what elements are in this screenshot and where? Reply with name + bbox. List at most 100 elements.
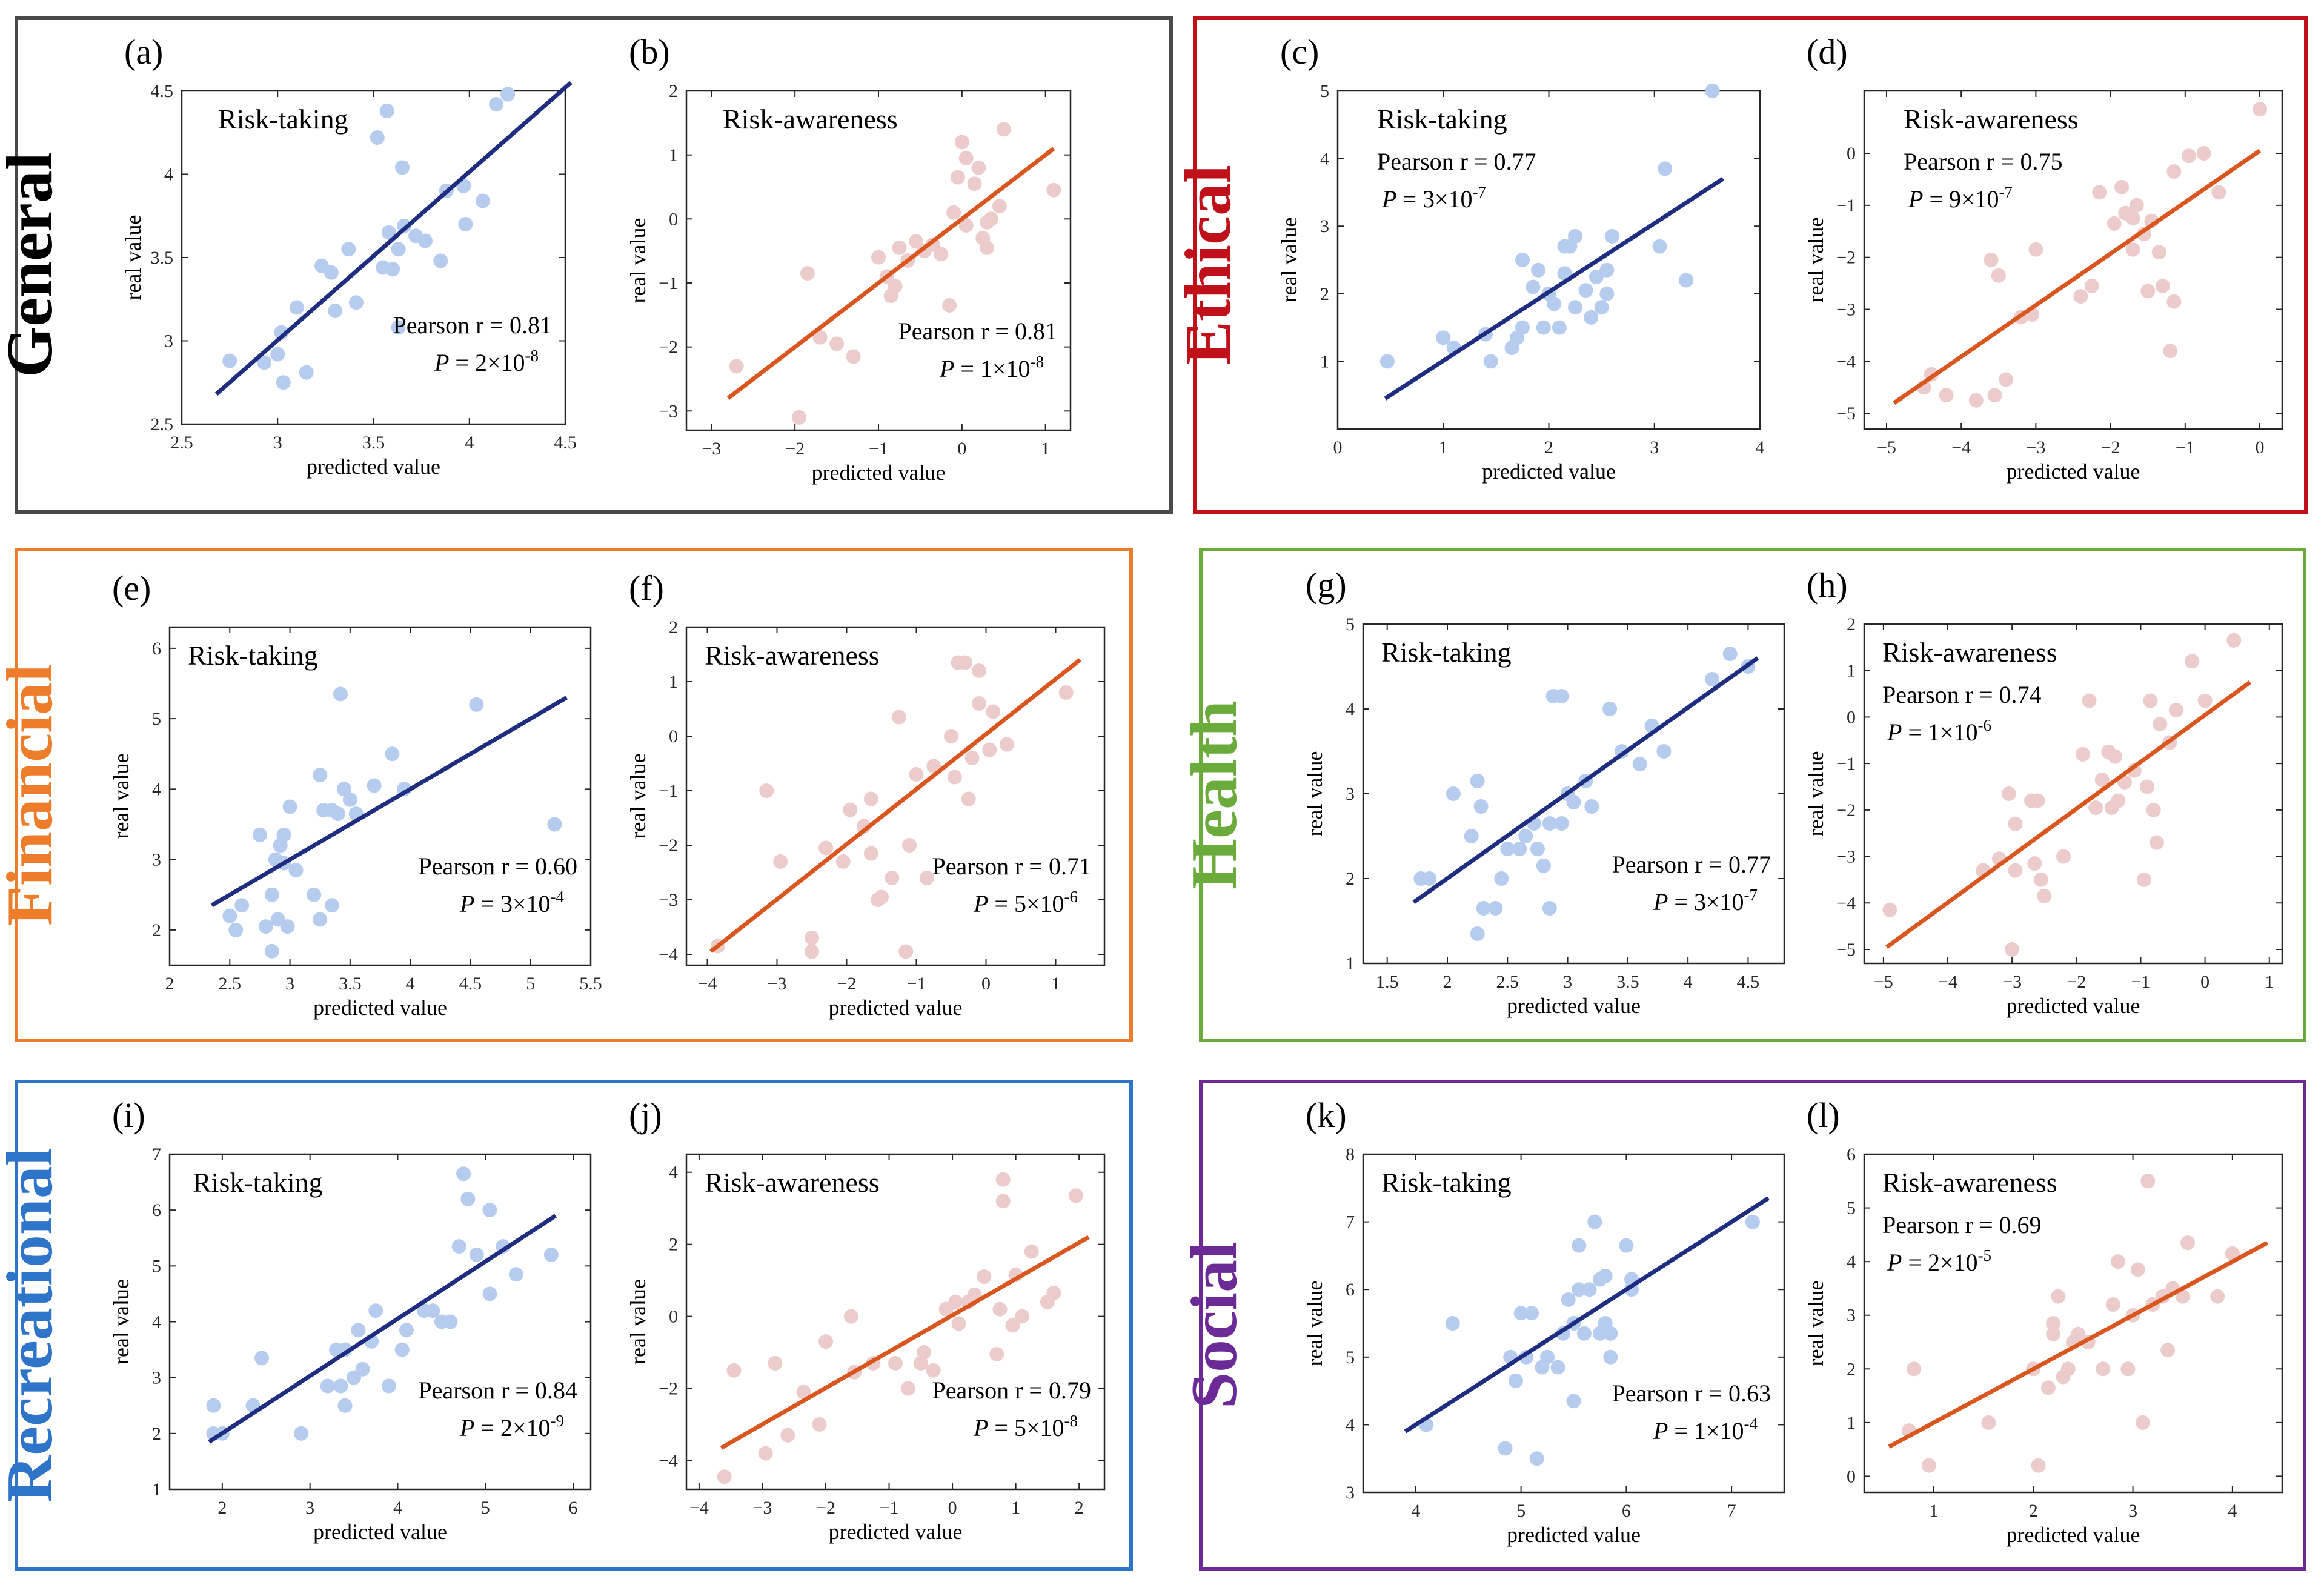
panel-l-data-point bbox=[2105, 1297, 2120, 1312]
panel-b-p-value: P = 1×10-8 bbox=[939, 353, 1044, 382]
panel-l-y-axis-label: real value bbox=[1804, 1281, 1828, 1366]
panel-i-p-equals: = bbox=[474, 1414, 500, 1441]
panel-l-data-point bbox=[2060, 1361, 2076, 1377]
panel-h-pearson-r: Pearson r = 0.74 bbox=[1882, 681, 2042, 708]
panel-i-y-tick-label: 6 bbox=[152, 1200, 161, 1220]
panel-j-data-point bbox=[758, 1446, 773, 1461]
panel-h-x-tick-label: 0 bbox=[2200, 972, 2209, 992]
panel-b-pearson-r: Pearson r = 0.81 bbox=[898, 317, 1057, 345]
panel-b-fit-line bbox=[726, 147, 1055, 400]
panel-a-pearson-prefix: Pearson r = bbox=[393, 311, 510, 339]
panel-l-x-tick-label: 3 bbox=[2128, 1501, 2137, 1521]
panel-c-data-point bbox=[1599, 262, 1615, 278]
panel-b-data-point bbox=[980, 240, 995, 255]
panel-h-data-point bbox=[2094, 772, 2110, 787]
panel-e-x-tick-label: 5.5 bbox=[579, 974, 602, 994]
panel-h-y-tick-label: 2 bbox=[1847, 614, 1856, 634]
panel-a-title: Risk-taking bbox=[218, 104, 348, 135]
panel-a-data-point bbox=[276, 375, 291, 390]
panel-k-data-point bbox=[1572, 1282, 1587, 1297]
domain-label-social: Social bbox=[1178, 1242, 1250, 1409]
panel-h-data-point bbox=[2111, 793, 2126, 808]
panel-a-chart: (a) 2.5 3 3.5 4 4.5 2.5 3 3.5 4 4.5 predicted value… bbox=[121, 32, 577, 479]
panel-k-x-tick-label: 7 bbox=[1727, 1501, 1736, 1521]
panel-b-y-axis-label: real value bbox=[626, 218, 650, 304]
panel-j-data-point bbox=[1015, 1309, 1030, 1324]
panel-c-title: Risk-taking bbox=[1377, 104, 1507, 135]
panel-d-data-point bbox=[2092, 185, 2107, 200]
panel-e-data-point bbox=[222, 908, 237, 923]
panel-f-data-point bbox=[902, 838, 917, 853]
panel-e-chart: (e) 2 2.5 3 3.5 4 4.5 5 5.5 2 3 4 5 6 predicted value r… bbox=[109, 568, 602, 1020]
panel-k-data-point bbox=[1513, 1306, 1529, 1321]
panel-i-data-point bbox=[399, 1323, 414, 1338]
panel-f-data-point bbox=[1000, 737, 1014, 752]
panel-f-pearson-r: Pearson r = 0.71 bbox=[932, 853, 1091, 880]
panel-b-letter: (b) bbox=[629, 32, 670, 71]
panel-h-chart: (h) −5 −4 −3 −2 −1 0 1 −5 −4 −3 −2 −1 0 1 2 predicted va… bbox=[1804, 565, 2283, 1018]
panel-a-x-tick-label: 4 bbox=[465, 433, 474, 453]
panel-j-p-symbol: P bbox=[973, 1414, 988, 1441]
panel-l-title: Risk-awareness bbox=[1882, 1167, 2057, 1198]
panel-l-y-tick-label: 3 bbox=[1847, 1306, 1856, 1326]
panel-i-data-point bbox=[351, 1323, 366, 1338]
panel-f-p-mantissa: 5 bbox=[1014, 890, 1026, 917]
panel-d-data-point bbox=[2166, 164, 2182, 179]
panel-h-y-tick-label: −3 bbox=[1836, 847, 1856, 867]
panel-i-y-tick-label: 5 bbox=[152, 1256, 161, 1276]
panel-k-p-equals: = bbox=[1668, 1417, 1694, 1444]
panel-e-x-tick-label: 5 bbox=[526, 974, 535, 994]
panel-i-data-point bbox=[482, 1203, 497, 1218]
panel-g-p-value: P = 3×10-7 bbox=[1653, 886, 1758, 916]
panel-c-p-value: P = 3×10-7 bbox=[1381, 183, 1486, 213]
panel-h-fit-line bbox=[1885, 680, 2251, 949]
panel-h-data-point bbox=[2027, 856, 2042, 871]
panel-d-data-point bbox=[1991, 268, 2006, 283]
panel-j-x-axis-label: predicted value bbox=[829, 1520, 963, 1544]
panel-f-p-equals: = bbox=[988, 890, 1014, 917]
panel-b-p-mantissa: 1 bbox=[980, 355, 992, 382]
panel-e-data-point bbox=[280, 919, 295, 934]
panel-l-data-point bbox=[1981, 1415, 1996, 1430]
panel-b-data-point bbox=[980, 214, 995, 230]
panel-d-data-point bbox=[2073, 289, 2088, 304]
panel-d-x-tick-label: −4 bbox=[1951, 437, 1971, 457]
panel-a-letter: (a) bbox=[124, 32, 163, 71]
panel-l-pearson-prefix: Pearson r = bbox=[1882, 1211, 1999, 1238]
domain-frame-ethical bbox=[1193, 16, 2308, 514]
panel-i-x-tick-label: 5 bbox=[481, 1498, 490, 1518]
panel-e-p-times-ten: ×10 bbox=[513, 890, 551, 917]
panel-j-data-point bbox=[995, 1172, 1011, 1187]
panel-c-data-point bbox=[1705, 84, 1720, 98]
panel-e-data-point bbox=[325, 898, 340, 913]
panel-l-data-point bbox=[2140, 1174, 2156, 1189]
panel-j-data-point bbox=[1024, 1244, 1039, 1259]
panel-j-y-tick-label: 2 bbox=[669, 1235, 678, 1255]
panel-f-x-axis-label: predicted value bbox=[829, 996, 963, 1020]
panel-g-x-tick-label: 2 bbox=[1443, 972, 1452, 992]
panel-e-data-point bbox=[252, 827, 267, 842]
panel-f-data-point bbox=[958, 655, 972, 670]
panel-i-data-point bbox=[543, 1247, 559, 1262]
panel-d-fit-line bbox=[1893, 148, 2262, 405]
panel-l-data-point bbox=[2096, 1361, 2111, 1377]
panel-h-x-tick-label: −4 bbox=[1938, 972, 1957, 992]
panel-g-letter: (g) bbox=[1306, 565, 1347, 605]
panel-j-x-tick-label: 2 bbox=[1075, 1498, 1084, 1518]
panel-j-chart: (j) −4 −3 −2 −1 0 1 2 −4 −2 0 2 4 predicted value real… bbox=[626, 1095, 1106, 1544]
panel-i-data-point bbox=[469, 1247, 484, 1262]
panel-h-y-tick-label: 0 bbox=[1847, 707, 1856, 727]
panel-i-data-point bbox=[206, 1398, 221, 1413]
panel-g-fit-line bbox=[1412, 656, 1759, 905]
panel-e-data-point bbox=[282, 799, 297, 814]
panel-b-data-point bbox=[971, 160, 986, 175]
panel-l-x-axis-label: predicted value bbox=[2007, 1523, 2140, 1547]
domain-label-ethical: Ethical bbox=[1172, 165, 1244, 365]
panel-f-y-tick-label: 1 bbox=[669, 672, 678, 692]
panel-g-p-exponent: -7 bbox=[1744, 886, 1758, 904]
panel-a-data-point bbox=[299, 365, 314, 380]
panel-b-data-point bbox=[888, 279, 903, 294]
panel-c-letter: (c) bbox=[1280, 32, 1319, 71]
panel-c-data-point bbox=[1658, 161, 1673, 176]
panel-g-data-point bbox=[1494, 871, 1509, 886]
